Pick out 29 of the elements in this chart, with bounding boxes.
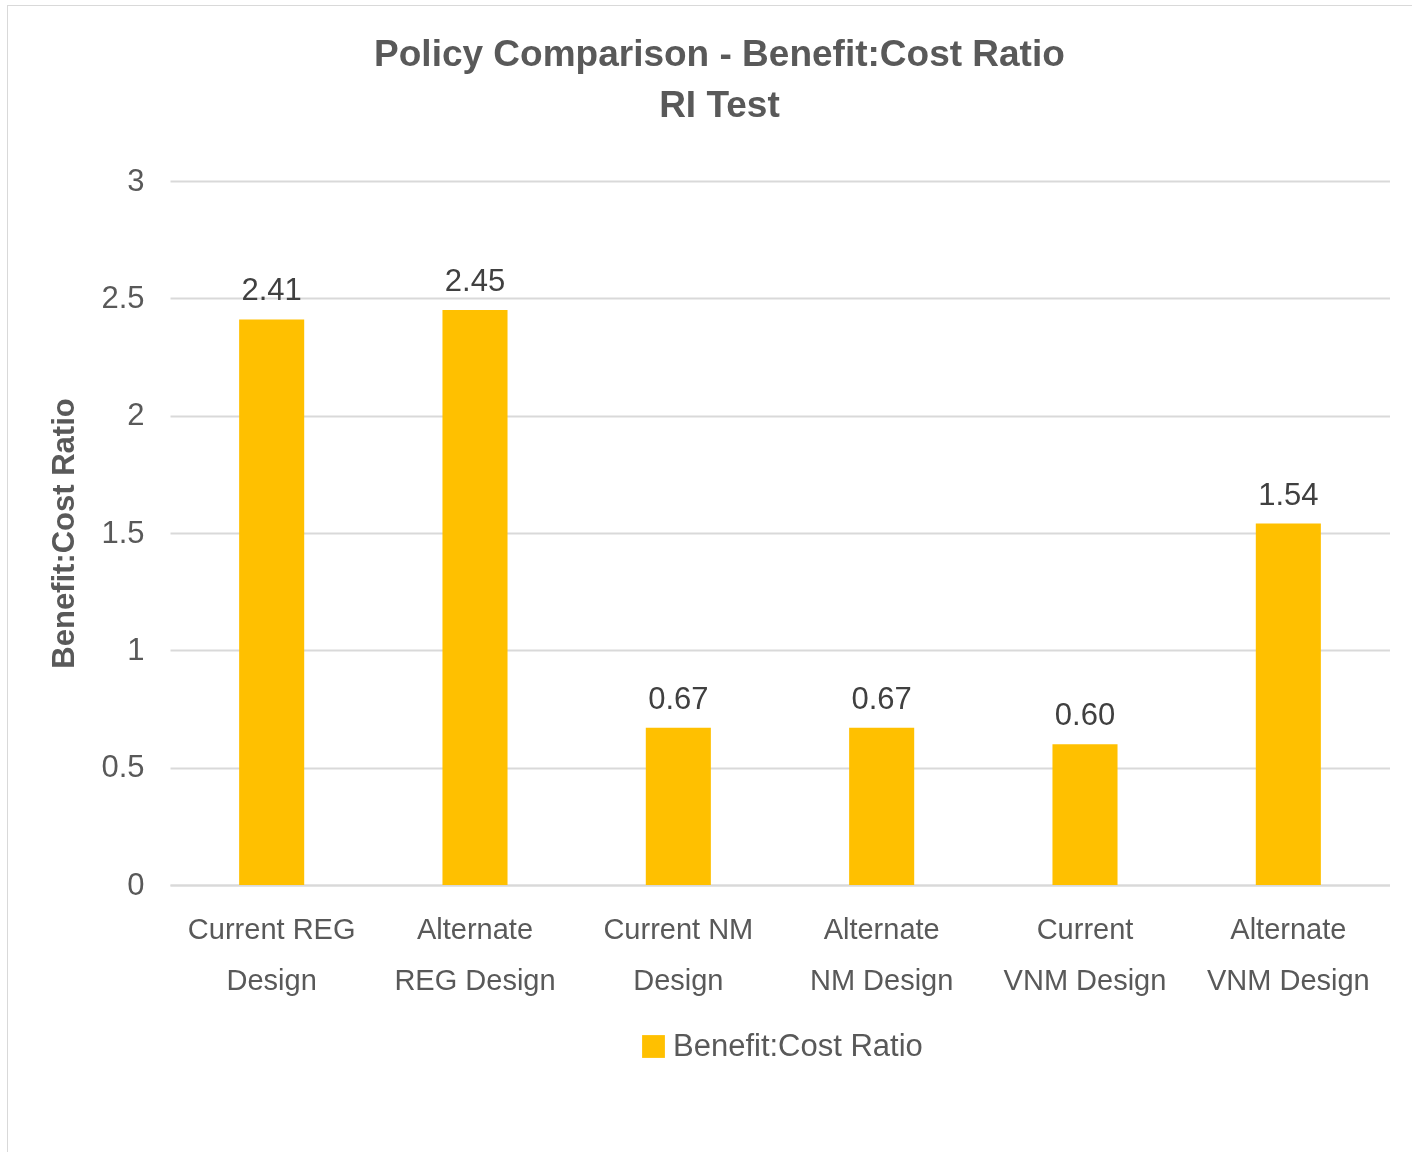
data-label: 2.45 bbox=[444, 263, 506, 299]
y-tick-label: 1 bbox=[127, 631, 145, 667]
bar bbox=[1255, 523, 1321, 885]
chart-title: Policy Comparison - Benefit:Cost Ratio bbox=[374, 33, 1065, 74]
y-tick-label: 0 bbox=[127, 866, 145, 902]
x-tick-label: Alternate REG Design bbox=[394, 912, 556, 996]
bar bbox=[849, 727, 915, 885]
data-label: 0.67 bbox=[851, 680, 912, 716]
data-label: 1.54 bbox=[1258, 476, 1319, 512]
x-tick-label: Alternate NM Design bbox=[809, 912, 954, 996]
x-tick-label: Alternate VNM Design bbox=[1206, 912, 1370, 996]
x-tick-label: Current VNM Design bbox=[1003, 912, 1167, 996]
chart-subtitle: RI Test bbox=[659, 84, 780, 125]
y-tick-label: 2 bbox=[127, 397, 145, 433]
data-label: 0.67 bbox=[648, 680, 709, 716]
y-tick-label: 0.5 bbox=[101, 749, 145, 785]
data-label: 2.41 bbox=[241, 272, 302, 308]
bar bbox=[645, 727, 711, 885]
y-axis-title: Benefit:Cost Ratio bbox=[46, 398, 82, 669]
bar bbox=[239, 319, 305, 885]
x-tick-label: Current REG Design bbox=[187, 912, 356, 996]
y-tick-label: 3 bbox=[127, 162, 145, 198]
bar bbox=[1052, 744, 1118, 885]
legend-label: Benefit:Cost Ratio bbox=[673, 1027, 923, 1063]
bar bbox=[442, 310, 508, 885]
data-label: 0.60 bbox=[1054, 697, 1116, 733]
y-tick-label: 1.5 bbox=[101, 514, 145, 550]
y-tick-label: 2.5 bbox=[101, 279, 145, 315]
x-tick-label: Current NM Design bbox=[603, 912, 754, 996]
